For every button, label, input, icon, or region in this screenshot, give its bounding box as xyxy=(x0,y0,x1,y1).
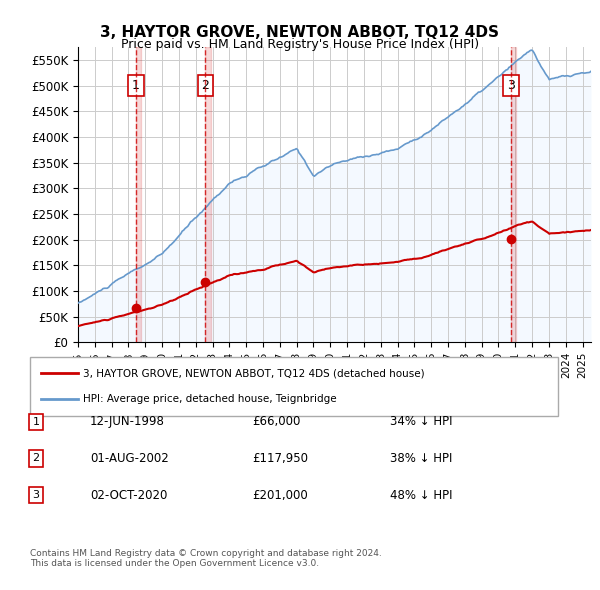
FancyBboxPatch shape xyxy=(30,357,558,416)
Bar xyxy=(511,47,516,342)
Text: 3: 3 xyxy=(507,79,515,92)
Text: £201,000: £201,000 xyxy=(252,489,308,502)
Text: 3, HAYTOR GROVE, NEWTON ABBOT, TQ12 4DS: 3, HAYTOR GROVE, NEWTON ABBOT, TQ12 4DS xyxy=(101,25,499,40)
Text: 2: 2 xyxy=(32,454,40,463)
Text: 3, HAYTOR GROVE, NEWTON ABBOT, TQ12 4DS (detached house): 3, HAYTOR GROVE, NEWTON ABBOT, TQ12 4DS … xyxy=(83,369,424,378)
Text: HPI: Average price, detached house, Teignbridge: HPI: Average price, detached house, Teig… xyxy=(83,395,337,404)
Bar xyxy=(136,47,141,342)
Text: Price paid vs. HM Land Registry's House Price Index (HPI): Price paid vs. HM Land Registry's House … xyxy=(121,38,479,51)
Text: 02-OCT-2020: 02-OCT-2020 xyxy=(90,489,167,502)
Text: 01-AUG-2002: 01-AUG-2002 xyxy=(90,452,169,465)
Text: 12-JUN-1998: 12-JUN-1998 xyxy=(90,415,165,428)
Text: 48% ↓ HPI: 48% ↓ HPI xyxy=(390,489,452,502)
Bar xyxy=(205,47,211,342)
Text: 1: 1 xyxy=(132,79,140,92)
Text: 1: 1 xyxy=(32,417,40,427)
Text: £117,950: £117,950 xyxy=(252,452,308,465)
Text: 38% ↓ HPI: 38% ↓ HPI xyxy=(390,452,452,465)
Text: 34% ↓ HPI: 34% ↓ HPI xyxy=(390,415,452,428)
Text: 2: 2 xyxy=(202,79,209,92)
Text: 3: 3 xyxy=(32,490,40,500)
Text: Contains HM Land Registry data © Crown copyright and database right 2024.
This d: Contains HM Land Registry data © Crown c… xyxy=(30,549,382,568)
Text: £66,000: £66,000 xyxy=(252,415,301,428)
